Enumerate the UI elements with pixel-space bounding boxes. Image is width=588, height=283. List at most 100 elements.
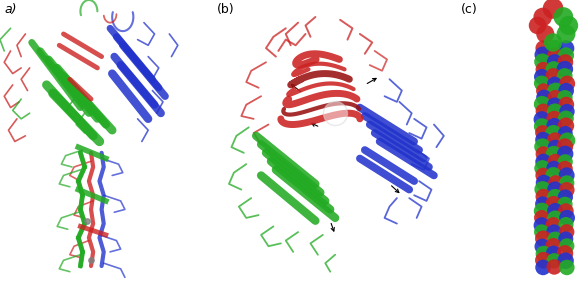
Point: [560, 74, 569, 78]
Point: [549, 74, 558, 78]
Point: [560, 152, 570, 156]
Point: [539, 46, 548, 50]
Point: [550, 95, 560, 100]
Point: [538, 187, 547, 192]
Point: [562, 244, 572, 248]
Point: [537, 223, 546, 228]
Point: [550, 117, 559, 121]
Point: [549, 173, 558, 177]
Point: [550, 237, 560, 241]
Point: [560, 160, 570, 164]
Point: [560, 195, 570, 200]
Point: [86, 258, 96, 263]
Point: [537, 209, 547, 213]
Point: [550, 159, 560, 164]
Point: [538, 166, 547, 171]
Point: [562, 53, 571, 58]
Point: [562, 32, 571, 36]
Point: [538, 15, 547, 19]
Point: [562, 265, 572, 270]
Point: [551, 89, 560, 93]
Point: [539, 194, 548, 199]
Point: [537, 244, 547, 249]
Point: [550, 195, 560, 200]
Point: [330, 111, 340, 115]
Point: [539, 89, 548, 93]
Point: [539, 67, 548, 72]
Point: [538, 59, 547, 64]
Point: [562, 230, 572, 234]
Point: [561, 123, 570, 128]
Point: [561, 116, 570, 121]
Text: a): a): [4, 3, 16, 16]
Point: [537, 124, 547, 129]
Point: [539, 173, 548, 178]
Point: [538, 130, 547, 135]
Point: [563, 138, 572, 143]
Point: [537, 117, 546, 122]
Point: [549, 222, 558, 227]
Point: [550, 145, 560, 149]
Point: [549, 251, 558, 256]
Point: [562, 88, 571, 93]
Point: [539, 252, 549, 256]
Point: [550, 60, 559, 64]
Point: [562, 173, 572, 178]
Point: [562, 46, 571, 51]
Point: [549, 6, 558, 11]
Point: [550, 124, 559, 128]
Point: [560, 166, 570, 171]
Point: [561, 209, 570, 213]
Point: [537, 81, 546, 85]
Point: [540, 32, 550, 36]
Point: [549, 166, 559, 171]
Point: [551, 180, 560, 185]
Point: [561, 258, 570, 263]
Point: [550, 53, 560, 57]
Point: [562, 216, 572, 220]
Point: [537, 230, 546, 234]
Point: [549, 259, 559, 263]
Point: [550, 265, 559, 269]
Point: [549, 230, 559, 235]
Text: (b): (b): [216, 3, 234, 16]
Point: [549, 131, 558, 136]
Point: [562, 181, 572, 185]
Point: [559, 15, 568, 19]
Point: [550, 82, 559, 86]
Point: [560, 67, 570, 72]
Point: [539, 265, 548, 270]
Point: [560, 144, 570, 149]
Point: [549, 202, 558, 207]
Point: [560, 131, 570, 136]
Point: [539, 95, 549, 100]
Text: (c): (c): [461, 3, 478, 16]
Point: [539, 258, 548, 263]
Point: [537, 74, 546, 79]
Point: [549, 152, 559, 156]
Point: [533, 23, 542, 28]
Point: [538, 201, 547, 206]
Point: [549, 40, 558, 45]
Point: [539, 109, 548, 113]
Point: [550, 138, 560, 143]
Point: [539, 160, 548, 164]
Point: [563, 81, 572, 86]
Point: [539, 152, 548, 156]
Point: [539, 138, 548, 142]
Point: [550, 187, 560, 192]
Point: [562, 102, 571, 107]
Point: [537, 102, 547, 106]
Point: [550, 209, 560, 213]
Point: [550, 216, 560, 221]
Point: [537, 215, 546, 220]
Point: [562, 109, 572, 114]
Point: [539, 181, 549, 185]
Point: [539, 236, 548, 241]
Point: [82, 218, 92, 223]
Point: [550, 46, 560, 50]
Point: [549, 244, 558, 249]
Point: [560, 60, 570, 65]
Point: [561, 222, 570, 227]
Point: [560, 95, 570, 100]
